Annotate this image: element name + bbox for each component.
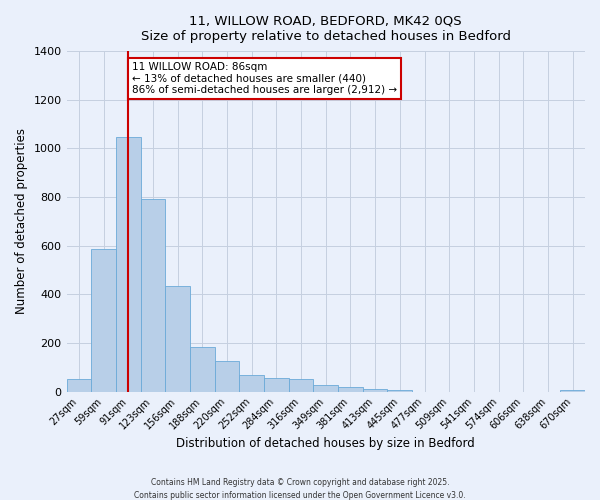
Bar	[289, 380, 313, 392]
Bar	[560, 390, 585, 392]
Bar	[165, 286, 190, 392]
Bar	[67, 380, 91, 392]
Y-axis label: Number of detached properties: Number of detached properties	[15, 128, 28, 314]
Bar	[239, 374, 264, 392]
Bar	[140, 198, 165, 392]
Bar	[363, 389, 388, 392]
Bar	[264, 378, 289, 392]
Bar	[388, 390, 412, 392]
Bar	[116, 137, 140, 392]
Text: 11 WILLOW ROAD: 86sqm
← 13% of detached houses are smaller (440)
86% of semi-det: 11 WILLOW ROAD: 86sqm ← 13% of detached …	[132, 62, 397, 96]
X-axis label: Distribution of detached houses by size in Bedford: Distribution of detached houses by size …	[176, 437, 475, 450]
Bar	[91, 250, 116, 392]
Title: 11, WILLOW ROAD, BEDFORD, MK42 0QS
Size of property relative to detached houses : 11, WILLOW ROAD, BEDFORD, MK42 0QS Size …	[141, 15, 511, 43]
Bar	[313, 385, 338, 392]
Bar	[338, 386, 363, 392]
Text: Contains HM Land Registry data © Crown copyright and database right 2025.
Contai: Contains HM Land Registry data © Crown c…	[134, 478, 466, 500]
Bar	[190, 347, 215, 392]
Bar	[215, 361, 239, 392]
